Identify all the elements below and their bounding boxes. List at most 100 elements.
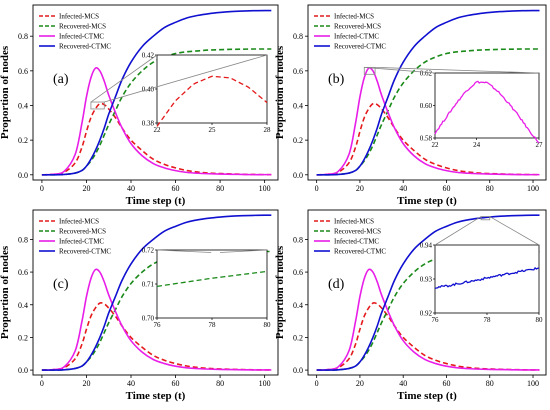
panel-label: (d): [328, 277, 345, 292]
x-axis-label: Time step (t): [126, 390, 186, 402]
chart-panel-1: 0 20 40 60 80 100 0.0 0.2 0.4 0.6 0.8 Time step (t)…: [0, 4, 279, 207]
x-tick-label: 60: [442, 184, 450, 193]
y-axis-label: Proportion of nodes: [274, 245, 286, 339]
inset-x-tick-label: 80: [264, 321, 272, 329]
legend-entry-label: Infected-CTMC: [59, 238, 104, 246]
plot-frame: [32, 209, 279, 376]
zoom-connector: [220, 249, 268, 253]
inset-y-tick-label: 0.38: [142, 120, 155, 128]
inset-x-tick-label: 24: [473, 141, 481, 149]
y-tick-label: 0.0: [293, 366, 303, 375]
series-line-infected-ctmc: [316, 67, 540, 176]
chart-panel-4: 0 20 40 60 80 100 0.0 0.2 0.4 0.6 0.8 Time step (t)…: [274, 209, 547, 402]
series-line-recovered-ctmc: [316, 9, 540, 176]
y-axis-label: Proportion of nodes: [274, 45, 286, 139]
legend-entry-label: Recovered-MCS: [59, 23, 106, 31]
x-tick-label: 20: [356, 184, 364, 193]
chart-panel-3: 0 20 40 60 80 100 0.0 0.2 0.4 0.6 0.8 Time step (t)…: [0, 209, 279, 402]
zoom-connector: [375, 66, 540, 74]
x-tick-label: 0: [315, 184, 319, 193]
legend-entry-label: Recovered-MCS: [59, 228, 106, 236]
legend-entry-label: Infected-MCS: [59, 218, 99, 226]
inset-frame: [434, 244, 540, 314]
inset-series-line: [156, 75, 268, 127]
y-tick-label: 0.4: [293, 301, 303, 310]
legend-entry-label: Recovered-MCS: [334, 228, 381, 236]
inset-y-tick-label: 0.71: [142, 281, 155, 289]
y-axis-label: Proportion of nodes: [0, 45, 11, 139]
x-tick-label: 40: [399, 184, 407, 193]
inset-frame: [156, 54, 268, 124]
legend: Infected-MCS Recovered-MCS Infected-CTMC Re…: [39, 13, 111, 51]
y-tick-label: 0.0: [18, 171, 28, 180]
x-tick-label: 100: [527, 379, 539, 388]
y-tick-label: 0.6: [18, 268, 28, 277]
x-tick-label: 100: [259, 184, 271, 193]
y-tick-label: 0.2: [18, 333, 28, 342]
x-tick-label: 20: [82, 184, 90, 193]
y-tick-label: 0.4: [293, 101, 303, 110]
x-tick-label: 80: [216, 379, 224, 388]
legend-entry-label: Infected-MCS: [334, 13, 374, 21]
y-tick-label: 0.2: [18, 136, 28, 145]
y-tick-label: 0.0: [18, 366, 28, 375]
inset-x-tick-label: 22: [154, 126, 162, 134]
zoom-connector: [434, 216, 482, 246]
y-tick-label: 0.4: [18, 301, 28, 310]
inset-y-tick-label: 0.92: [420, 310, 433, 318]
chart-panel-2: 0 20 40 60 80 100 0.0 0.2 0.4 0.6 0.8 Time step (t)…: [274, 4, 547, 207]
inset-x-tick-label: 80: [536, 316, 544, 324]
y-tick-label: 0.8: [18, 32, 28, 41]
x-tick-label: 40: [399, 379, 407, 388]
x-tick-label: 0: [40, 379, 44, 388]
x-axis-label: Time step (t): [126, 195, 186, 207]
x-tick-label: 0: [40, 184, 44, 193]
series-line-recovered-ctmc: [41, 9, 272, 176]
inset-y-tick-label: 0.72: [142, 247, 155, 255]
x-axis-label: Time step (t): [397, 195, 457, 207]
legend-entry-label: Infected-MCS: [334, 218, 374, 226]
legend-entry-label: Recovered-CTMC: [59, 43, 111, 51]
legend: Infected-MCS Recovered-MCS Infected-CTMC Re…: [314, 218, 386, 256]
inset-series-line: [156, 270, 268, 288]
plot-frame: [307, 4, 547, 181]
x-axis-label: Time step (t): [397, 390, 457, 402]
zoom-connector: [489, 216, 540, 246]
y-tick-label: 0.2: [293, 333, 303, 342]
inset-plot: 22 24 27 0.58 0.60 0.62: [420, 70, 543, 150]
inset-y-tick-label: 0.93: [420, 276, 433, 284]
y-tick-label: 0.8: [293, 235, 303, 244]
zoom-connector: [104, 54, 268, 103]
legend-entry-label: Infected-MCS: [59, 13, 99, 21]
inset-x-tick-label: 27: [536, 141, 544, 149]
legend-entry-label: Recovered-CTMC: [334, 43, 386, 51]
legend: Infected-MCS Recovered-MCS Infected-CTMC Re…: [39, 218, 111, 256]
x-tick-label: 80: [216, 184, 224, 193]
y-tick-label: 0.8: [18, 235, 28, 244]
inset-y-tick-label: 0.42: [142, 52, 155, 60]
x-tick-label: 60: [172, 379, 180, 388]
zoom-region-box: [363, 66, 376, 75]
inset-x-tick-label: 28: [264, 126, 272, 134]
inset-series-line: [434, 266, 540, 290]
y-tick-label: 0.6: [293, 67, 303, 76]
inset-x-tick-label: 25: [209, 126, 217, 134]
y-tick-label: 0.8: [293, 32, 303, 41]
y-tick-label: 0.0: [293, 171, 303, 180]
x-tick-label: 60: [172, 184, 180, 193]
x-tick-label: 100: [259, 379, 271, 388]
series-line-infected-ctmc: [316, 268, 540, 371]
legend-entry-label: Recovered-CTMC: [59, 248, 111, 256]
series-line-infected-ctmc: [41, 67, 272, 176]
inset-frame: [434, 72, 540, 139]
legend-entry-label: Infected-CTMC: [334, 33, 379, 41]
inset-x-tick-label: 78: [209, 321, 217, 329]
x-tick-label: 40: [127, 184, 135, 193]
series-line-recovered-ctmc: [41, 214, 272, 371]
zoom-connector: [156, 249, 212, 253]
y-axis-label: Proportion of nodes: [0, 245, 11, 339]
series-line-recovered-ctmc: [316, 214, 540, 371]
panel-label: (a): [53, 72, 69, 87]
